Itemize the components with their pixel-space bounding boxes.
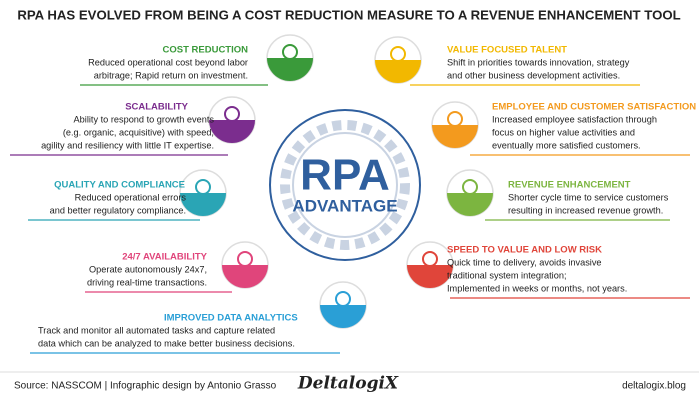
outer-ring [269,109,421,261]
icon-half [222,265,268,288]
icon-glyph [335,291,351,307]
item-text: resulting in increased revenue growth. [508,205,663,215]
item-text: (e.g. organic, acquisitive) with speed, [63,127,214,137]
logo: DeltalogiX [297,374,399,394]
center-gear [269,109,421,261]
icon-glyph [282,44,298,60]
item-heading: EMPLOYEE AND CUSTOMER SATISFACTION [492,102,696,113]
icon-glyph [224,106,240,122]
item-text: Implemented in weeks or months, not year… [447,283,627,293]
footer-site: deltalogix.blog [622,381,686,392]
item-heading: COST REDUCTION [163,45,249,56]
item-text: Operate autonomously 24x7, [89,264,207,274]
item-heading: SPEED TO VALUE AND LOW RISK [447,245,602,256]
icon-glyph [237,251,253,267]
icon-half [432,125,478,148]
item-text: and other business development activitie… [447,70,620,80]
icon-glyph [390,46,406,62]
item-text: traditional system integration; [447,270,567,280]
item-text: agility and resiliency with little IT ex… [41,140,214,150]
gear-body [292,132,398,238]
gear-teeth [280,120,410,250]
item-heading: REVENUE ENHANCEMENT [508,180,631,191]
item-heading: VALUE FOCUSED TALENT [447,45,567,56]
item-text: arbitrage; Rapid return on investment. [94,70,248,80]
item-text: Increased employee satisfaction through [492,114,657,124]
item-heading: 24/7 AVAILABILITY [122,252,207,263]
item-heading: SCALABILITY [125,102,188,113]
item-text: data which can be analyzed to make bette… [38,338,295,348]
item-text: Quick time to delivery, avoids invasive [447,257,602,267]
item-text: eventually more satisfied customers. [492,140,641,150]
icon-half [209,120,255,143]
icon-glyph [422,251,438,267]
item-text: Reduced operational errors [75,192,187,202]
icon-half [447,193,493,216]
title: RPA HAS EVOLVED FROM BEING A COST REDUCT… [17,7,680,22]
item-text: Shorter cycle time to service customers [508,192,669,202]
item-heading: IMPROVED DATA ANALYTICS [164,313,298,324]
icon-glyph [195,179,211,195]
icon-glyph [447,111,463,127]
item-text: driving real-time transactions. [87,277,207,287]
footer-source: Source: NASSCOM | Infographic design by … [14,381,277,392]
center-subtitle: ADVANTAGE [292,196,397,215]
item-text: focus on higher value activities and [492,127,635,137]
icon-half [320,305,366,328]
icon-half [180,193,226,216]
item-heading: QUALITY AND COMPLIANCE [54,180,185,191]
item-text: Track and monitor all automated tasks an… [38,325,275,335]
item-text: Reduced operational cost beyond labor [88,57,248,67]
icon-glyph [462,179,478,195]
icon-half [267,58,313,81]
item-text: Ability to respond to growth events [74,114,215,124]
item-text: Shift in priorities towards innovation, … [447,57,630,67]
center-title: RPA [300,151,390,200]
icon-half [407,265,453,288]
icon-half [375,60,421,83]
item-text: and better regulatory compliance. [50,205,186,215]
